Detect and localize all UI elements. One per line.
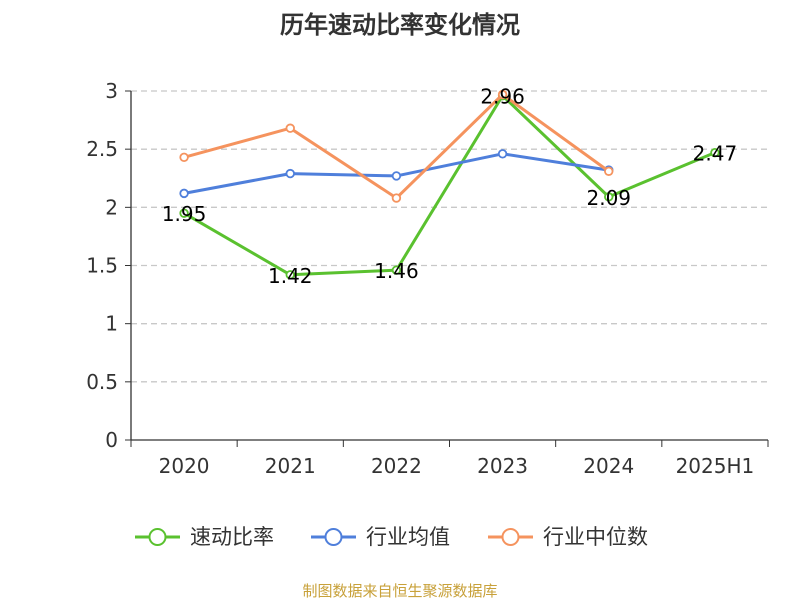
legend-label: 速动比率: [190, 525, 274, 549]
legend-label: 行业中位数: [543, 525, 648, 549]
data-point: [285, 123, 295, 133]
data-point: [604, 166, 614, 176]
source-note: 制图数据来自恒生聚源数据库: [302, 582, 497, 600]
data-label: 2.96: [480, 85, 525, 109]
x-tick-label: 2025H1: [676, 454, 755, 478]
legend-swatch-marker: [324, 528, 343, 546]
data-point: [604, 192, 614, 202]
y-tick-label: 1: [105, 312, 118, 336]
x-tick-label: 2024: [583, 454, 634, 478]
x-tick-label: 2023: [477, 454, 528, 478]
x-tick-label: 2020: [159, 454, 210, 478]
legend-swatch-marker: [148, 528, 167, 546]
data-label: 1.42: [268, 264, 313, 288]
data-label: 2.09: [586, 186, 631, 210]
legend-item[interactable]: 速动比率: [135, 525, 274, 549]
chart-title: 历年速动比率变化情况: [280, 11, 520, 39]
legend-item[interactable]: 行业中位数: [488, 525, 648, 549]
data-point: [391, 265, 402, 275]
data-point: [497, 149, 508, 159]
data-point: [710, 147, 720, 158]
data-label: 1.46: [374, 259, 419, 283]
legend-item[interactable]: 行业均值: [311, 525, 450, 549]
legend-label: 行业均值: [366, 525, 450, 549]
data-point: [497, 89, 508, 100]
data-label: 2.47: [693, 142, 738, 166]
data-point: [285, 168, 295, 179]
data-labels: 1.95 1.42 1.46 2.96 2.09 2.47: [162, 85, 737, 288]
axes: 0 0.5 1 1.5 2 2.5 3 2020 2021 2022 2023 2024 2025H1: [86, 79, 769, 478]
data-point: [391, 171, 402, 181]
data-point: [391, 193, 402, 203]
data-label: 1.95: [162, 202, 207, 226]
data-point: [179, 188, 189, 199]
grid-lines: [131, 90, 768, 383]
data-point: [285, 270, 295, 280]
y-tick-label: 0.5: [86, 370, 118, 394]
y-tick-label: 2.5: [86, 137, 118, 161]
legend-swatch-marker: [501, 528, 520, 546]
x-tick-label: 2022: [371, 454, 422, 478]
y-tick-label: 3: [105, 79, 118, 103]
data-point: [179, 152, 189, 163]
x-tick-label: 2021: [265, 454, 316, 478]
series-line: [183, 94, 716, 277]
legend: 速动比率 行业均值 行业中位数: [135, 525, 648, 549]
y-tick-label: 1.5: [86, 254, 118, 278]
y-tick-label: 0: [105, 428, 118, 452]
data-point: [179, 208, 189, 218]
y-tick-label: 2: [105, 195, 118, 219]
series-lines: [179, 89, 720, 280]
